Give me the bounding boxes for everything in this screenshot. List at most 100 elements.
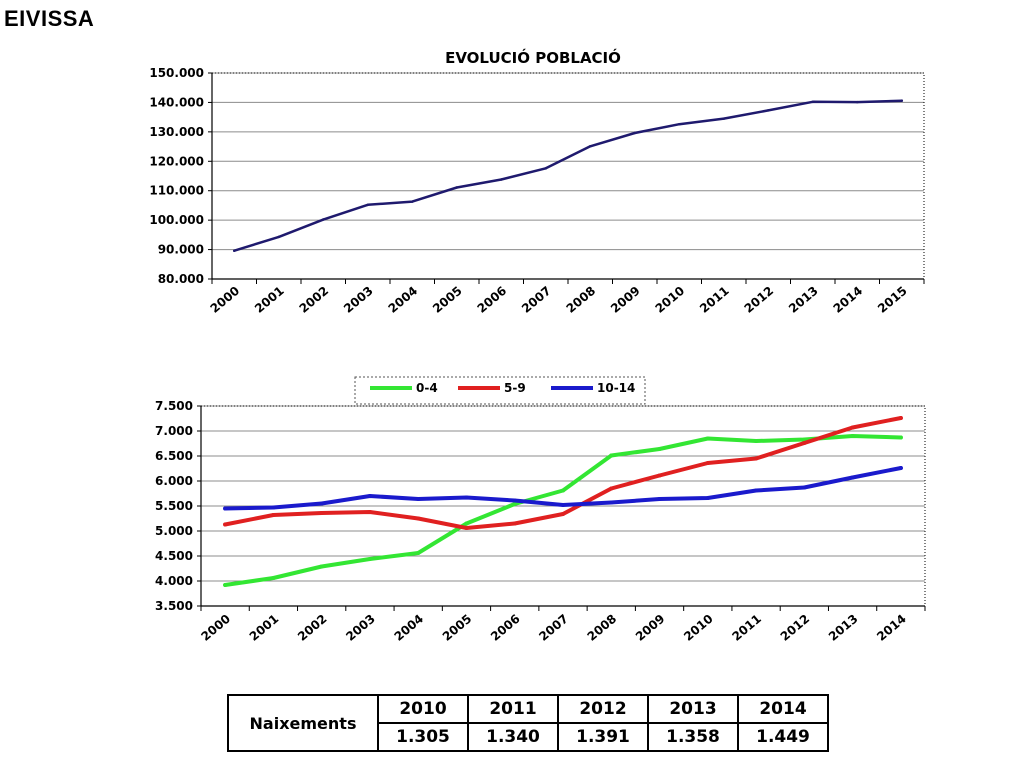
x-tick-label: 2012 (778, 612, 813, 644)
y-tick-label: 80.000 (158, 272, 204, 286)
x-tick-label: 2013 (826, 612, 861, 644)
data-point-population (589, 145, 592, 148)
data-point-population (767, 109, 770, 112)
x-tick-label: 2013 (786, 284, 821, 316)
plot-frame (211, 72, 925, 280)
data-point-population (277, 235, 280, 239)
x-tick-label: 2008 (564, 284, 599, 316)
data-point-5-9 (561, 512, 565, 516)
x-tick-label: 2002 (297, 284, 332, 316)
data-point-5-9 (657, 473, 662, 478)
data-point-10-14 (657, 497, 662, 501)
data-point-population (500, 178, 503, 181)
data-point-10-14 (271, 505, 276, 510)
x-tick-label: 2000 (208, 284, 243, 316)
x-tick-label: 2004 (386, 284, 421, 316)
births-value-2013: 1.358 (647, 722, 739, 752)
births-year-2011: 2011 (467, 694, 559, 724)
data-point-5-9 (802, 441, 807, 445)
data-point-population (322, 218, 325, 221)
data-point-population (455, 186, 458, 189)
data-point-population (411, 200, 414, 203)
y-tick-label: 7.000 (155, 424, 193, 438)
births-value-2014: 1.449 (737, 722, 829, 752)
y-tick-label: 6.000 (155, 474, 193, 488)
series-line-population (233, 99, 904, 252)
data-point-0-4 (705, 436, 710, 441)
data-point-10-14 (754, 488, 759, 493)
data-point-population (544, 167, 547, 170)
legend-label-5-9: 5-9 (504, 381, 526, 395)
data-point-10-14 (705, 496, 710, 500)
charts-canvas: EVOLUCIÓ POBLACIÓ 80.000 90.000 100.000 110… (149, 48, 926, 644)
data-point-0-4 (416, 551, 421, 555)
data-point-5-9 (464, 526, 469, 530)
x-tick-label: 2003 (341, 284, 376, 316)
data-point-0-4 (223, 583, 228, 587)
x-tick-label: 2008 (585, 612, 620, 644)
births-year-2014: 2014 (737, 694, 829, 724)
births-table-header: Naixements (227, 694, 379, 752)
data-point-population (900, 99, 903, 102)
data-point-5-9 (898, 416, 903, 420)
x-tick-label: 2001 (252, 284, 287, 316)
x-tick-label: 2010 (681, 612, 716, 644)
y-tick-label: 140.000 (149, 95, 204, 109)
data-point-0-4 (271, 576, 276, 580)
age-groups-legend: 0-4 5-9 10-14 (354, 376, 646, 405)
y-tick-label: 7.500 (155, 399, 193, 413)
legend-label-0-4: 0-4 (416, 381, 438, 395)
data-point-10-14 (609, 500, 614, 505)
data-point-10-14 (416, 497, 421, 501)
y-tick-label: 120.000 (149, 154, 204, 168)
data-point-0-4 (319, 564, 324, 569)
x-tick-label: 2007 (519, 284, 554, 316)
x-tick-label: 2006 (475, 284, 510, 316)
population-chart: 80.000 90.000 100.000 110.000 120.000 130.000… (149, 66, 925, 316)
y-tick-label: 90.000 (158, 243, 204, 257)
births-year-2012: 2012 (557, 694, 649, 724)
data-point-0-4 (464, 521, 469, 526)
x-tick-label: 2003 (343, 612, 378, 644)
data-point-population (811, 100, 814, 104)
data-point-5-9 (754, 456, 759, 461)
x-tick-label: 2010 (653, 284, 688, 316)
page-title: EIVISSA (4, 6, 95, 31)
x-tick-label: 2014 (874, 612, 909, 644)
data-point-population (678, 122, 681, 126)
data-point-5-9 (416, 516, 421, 521)
x-tick-label: 2002 (295, 612, 330, 644)
data-point-0-4 (561, 488, 565, 493)
x-tick-label: 2001 (247, 612, 282, 644)
y-tick-label: 150.000 (149, 66, 204, 80)
series-line-0-4 (223, 434, 903, 587)
births-year-2010: 2010 (377, 694, 469, 724)
x-tick-label: 2011 (697, 284, 732, 316)
y-tick-label: 100.000 (149, 213, 204, 227)
births-value-2012: 1.391 (557, 722, 649, 752)
y-tick-label: 5.000 (155, 524, 193, 538)
x-tick-label: 2007 (536, 612, 571, 644)
y-tick-label: 4.500 (155, 549, 193, 563)
x-tick-label: 2006 (488, 612, 523, 644)
data-point-10-14 (898, 466, 903, 470)
series-line-5-9 (223, 416, 903, 530)
data-point-5-9 (512, 521, 517, 526)
data-point-0-4 (898, 435, 903, 440)
data-point-0-4 (802, 437, 807, 442)
data-point-10-14 (319, 501, 324, 506)
data-point-10-14 (561, 503, 565, 507)
data-point-population (233, 249, 236, 252)
x-tick-label: 2015 (875, 284, 910, 316)
y-tick-label: 6.500 (155, 449, 193, 463)
data-point-10-14 (367, 494, 372, 498)
x-tick-label: 2004 (392, 612, 427, 644)
x-tick-label: 2005 (440, 612, 475, 644)
y-tick-label: 130.000 (149, 125, 204, 139)
data-point-0-4 (512, 502, 517, 506)
data-point-5-9 (367, 510, 372, 514)
data-point-10-14 (512, 498, 517, 503)
data-point-0-4 (609, 453, 614, 458)
births-value-2010: 1.305 (377, 722, 469, 752)
x-tick-label: 2012 (742, 284, 777, 316)
